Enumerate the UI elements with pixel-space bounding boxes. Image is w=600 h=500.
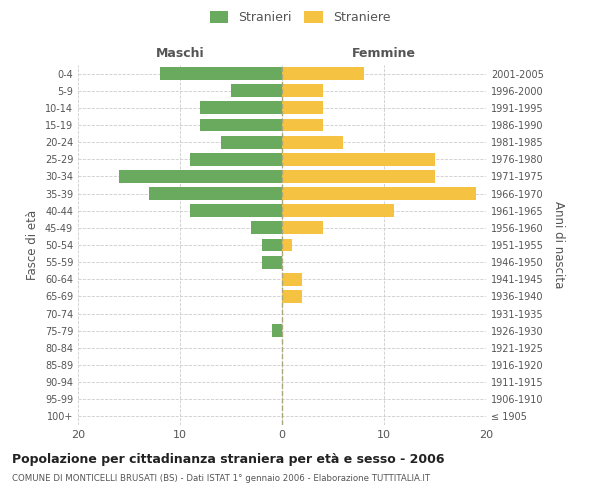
- Bar: [190, 204, 282, 217]
- Bar: [200, 118, 282, 132]
- Text: Maschi: Maschi: [155, 47, 205, 60]
- Legend: Stranieri, Straniere: Stranieri, Straniere: [205, 6, 395, 29]
- Y-axis label: Anni di nascita: Anni di nascita: [551, 202, 565, 288]
- Text: Popolazione per cittadinanza straniera per età e sesso - 2006: Popolazione per cittadinanza straniera p…: [12, 452, 445, 466]
- Bar: [282, 153, 435, 166]
- Bar: [282, 102, 323, 114]
- Bar: [282, 67, 364, 80]
- Bar: [160, 67, 282, 80]
- Bar: [282, 238, 292, 252]
- Bar: [282, 118, 323, 132]
- Bar: [221, 136, 282, 148]
- Text: Femmine: Femmine: [352, 47, 416, 60]
- Bar: [282, 273, 302, 285]
- Bar: [282, 187, 476, 200]
- Bar: [149, 187, 282, 200]
- Text: COMUNE DI MONTICELLI BRUSATI (BS) - Dati ISTAT 1° gennaio 2006 - Elaborazione TU: COMUNE DI MONTICELLI BRUSATI (BS) - Dati…: [12, 474, 430, 483]
- Bar: [282, 290, 302, 303]
- Bar: [262, 256, 282, 268]
- Bar: [282, 204, 394, 217]
- Bar: [282, 84, 323, 97]
- Bar: [119, 170, 282, 183]
- Bar: [190, 153, 282, 166]
- Y-axis label: Fasce di età: Fasce di età: [26, 210, 39, 280]
- Bar: [231, 84, 282, 97]
- Bar: [251, 222, 282, 234]
- Bar: [282, 170, 435, 183]
- Bar: [200, 102, 282, 114]
- Bar: [282, 136, 343, 148]
- Bar: [282, 222, 323, 234]
- Bar: [272, 324, 282, 337]
- Bar: [262, 238, 282, 252]
